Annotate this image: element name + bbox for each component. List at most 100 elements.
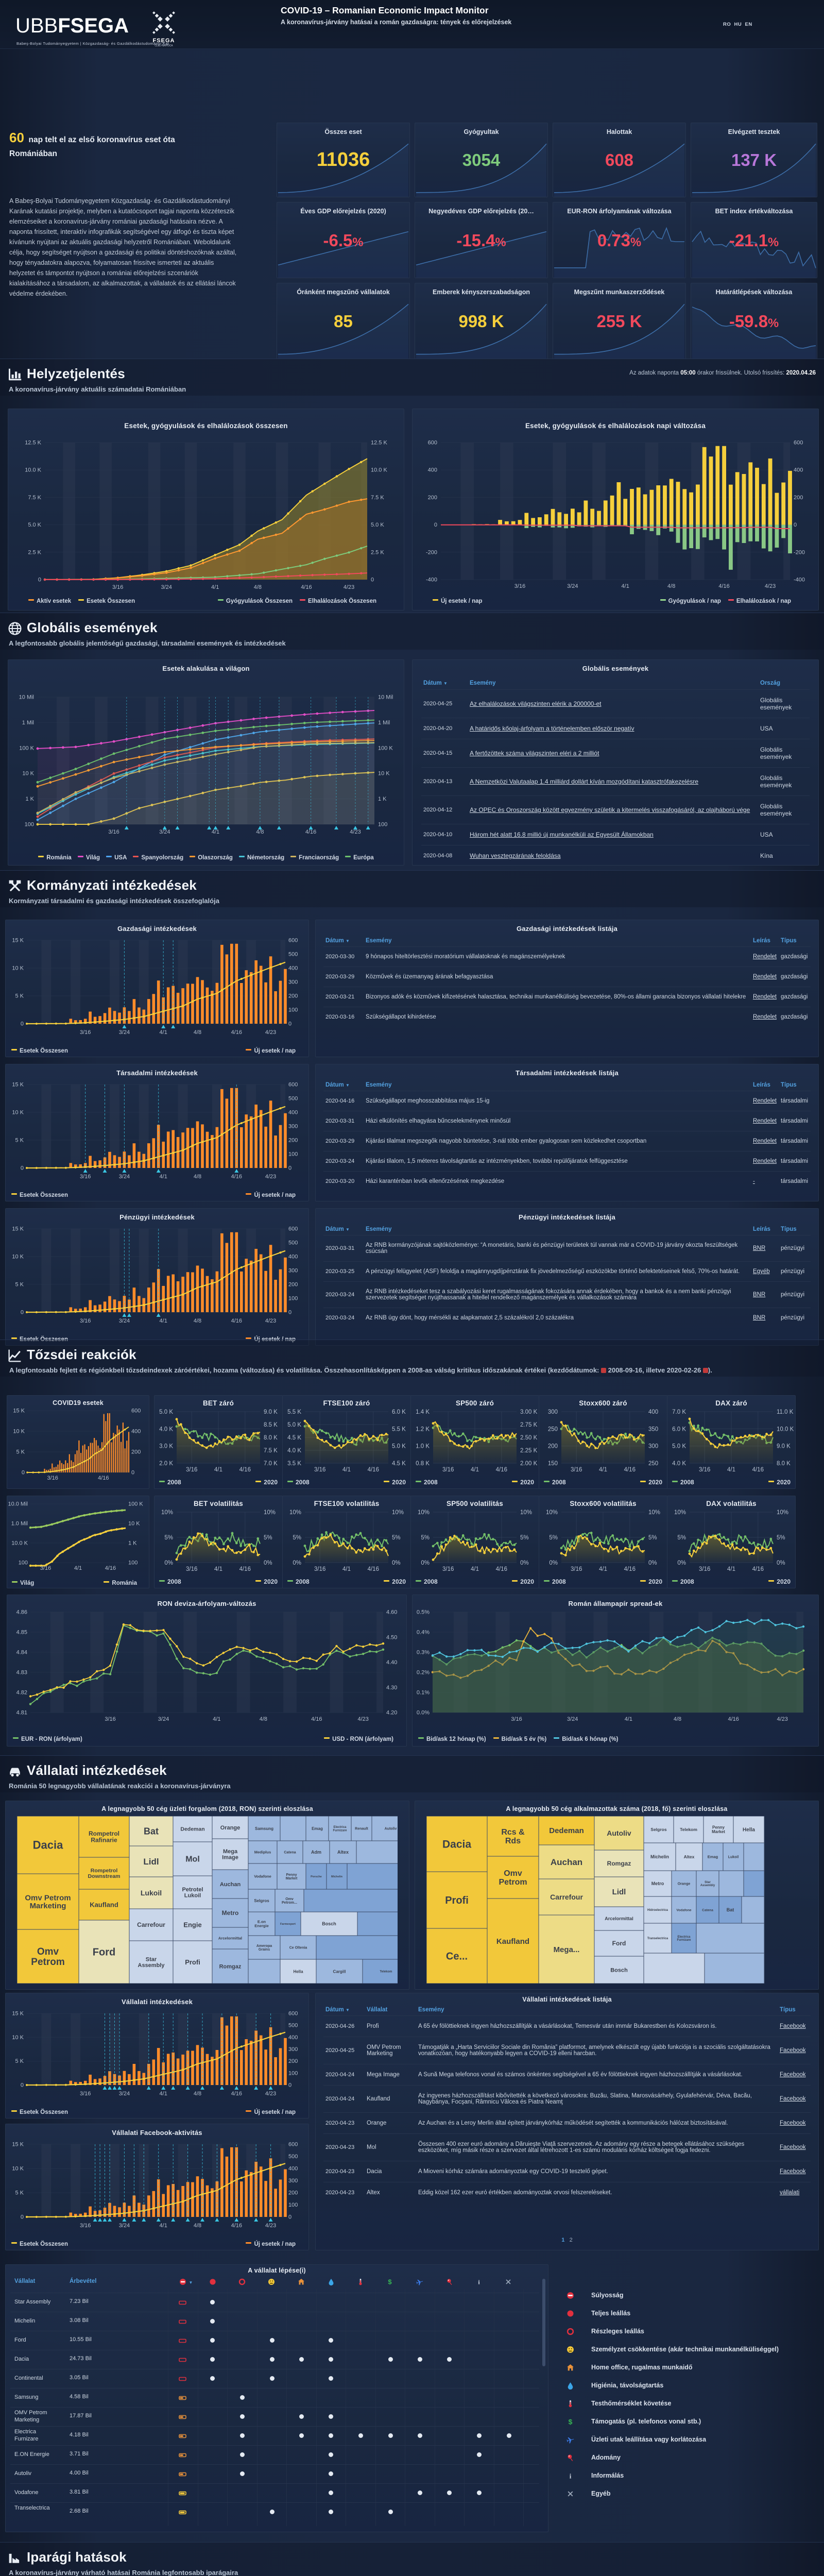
svg-text:Penny: Penny (286, 1873, 297, 1877)
svg-text:4/1: 4/1 (599, 1467, 607, 1473)
svg-text:10%: 10% (289, 1510, 301, 1516)
svg-text:200: 200 (288, 1282, 298, 1288)
svg-text:0%: 0% (677, 1560, 686, 1566)
svg-text:3/24: 3/24 (119, 1174, 130, 1180)
svg-text:5%: 5% (520, 1535, 529, 1541)
svg-text:3/16: 3/16 (571, 1467, 582, 1473)
svg-text:-200: -200 (426, 549, 437, 555)
svg-text:3/16: 3/16 (80, 1029, 91, 1036)
svg-text:Telekom: Telekom (380, 1971, 392, 1974)
svg-text:0: 0 (21, 1165, 24, 1172)
svg-text:4.5 K: 4.5 K (392, 1461, 406, 1467)
svg-text:3/16: 3/16 (314, 1467, 325, 1473)
svg-text:4/16: 4/16 (311, 1716, 322, 1722)
svg-text:0%: 0% (392, 1560, 401, 1566)
svg-text:4/1: 4/1 (160, 1029, 167, 1036)
svg-text:200: 200 (428, 495, 437, 501)
svg-text:Dacia: Dacia (442, 1838, 471, 1850)
svg-text:4/16: 4/16 (624, 1467, 636, 1473)
svg-text:200: 200 (548, 1444, 558, 1450)
svg-text:4/16: 4/16 (718, 583, 729, 589)
svg-text:0: 0 (371, 577, 374, 583)
svg-text:400: 400 (288, 1254, 298, 1260)
svg-text:2.75 K: 2.75 K (520, 1422, 538, 1428)
svg-text:4/23: 4/23 (765, 583, 776, 589)
svg-text:0: 0 (131, 1470, 134, 1476)
svg-text:Bosch: Bosch (610, 1967, 628, 1973)
svg-text:Omv: Omv (37, 1946, 59, 1957)
svg-text:3/16: 3/16 (314, 1566, 325, 1572)
svg-text:4/16: 4/16 (98, 1475, 109, 1481)
svg-text:Hidroelectrica: Hidroelectrica (647, 1909, 668, 1912)
svg-text:10 Mil: 10 Mil (19, 694, 34, 701)
svg-text:i: i (478, 2278, 480, 2285)
svg-text:5.5 K: 5.5 K (287, 1409, 301, 1415)
svg-text:12.5 K: 12.5 K (25, 440, 41, 446)
svg-text:0: 0 (288, 2082, 291, 2089)
svg-text:Hella: Hella (293, 1969, 303, 1974)
svg-text:5 K: 5 K (15, 2058, 24, 2064)
svg-text:300: 300 (288, 1268, 298, 1274)
svg-text:Catena: Catena (284, 1851, 296, 1855)
svg-text:1.0 Mil: 1.0 Mil (11, 1521, 28, 1527)
svg-text:Renault: Renault (355, 1827, 368, 1831)
svg-text:3/16: 3/16 (80, 2091, 91, 2097)
svg-text:4/16: 4/16 (752, 1566, 764, 1572)
svg-text:5 K: 5 K (15, 1282, 24, 1288)
svg-text:Ce Oltenia: Ce Oltenia (289, 1946, 307, 1950)
svg-text:3/24: 3/24 (158, 1716, 169, 1722)
svg-text:Kaufland: Kaufland (496, 1937, 529, 1946)
svg-text:4/1: 4/1 (342, 1566, 351, 1572)
svg-text:3/16: 3/16 (186, 1566, 197, 1572)
svg-text:0%: 0% (549, 1560, 558, 1566)
svg-text:500: 500 (288, 952, 298, 958)
svg-text:3/16: 3/16 (105, 1716, 115, 1722)
svg-text:4/8: 4/8 (256, 829, 264, 835)
svg-text:5%: 5% (549, 1535, 558, 1541)
svg-text:Electrica: Electrica (677, 1936, 691, 1939)
svg-text:5.0 K: 5.0 K (371, 522, 384, 528)
svg-text:7.5 K: 7.5 K (28, 495, 41, 501)
svg-text:4/1: 4/1 (727, 1566, 735, 1572)
svg-text:3/16: 3/16 (112, 584, 123, 590)
svg-text:4/23: 4/23 (265, 1174, 276, 1180)
svg-text:Selgros: Selgros (254, 1899, 269, 1903)
svg-text:4.0 K: 4.0 K (159, 1426, 173, 1432)
svg-text:400: 400 (428, 467, 437, 473)
svg-text:3/16: 3/16 (80, 1318, 91, 1324)
svg-text:$: $ (569, 2418, 573, 2426)
svg-text:4/16: 4/16 (728, 1716, 739, 1722)
svg-text:250: 250 (648, 1461, 658, 1467)
svg-text:5%: 5% (777, 1535, 785, 1541)
svg-text:3/24: 3/24 (119, 1029, 130, 1036)
svg-text:3/24: 3/24 (567, 1716, 578, 1722)
svg-text:4/8: 4/8 (260, 1716, 267, 1722)
svg-text:Star: Star (146, 1957, 157, 1963)
svg-text:4/16: 4/16 (305, 829, 316, 835)
svg-text:10%: 10% (546, 1510, 558, 1516)
svg-text:7.0 K: 7.0 K (264, 1461, 278, 1467)
svg-text:4/16: 4/16 (231, 1029, 242, 1036)
svg-text:4/16: 4/16 (368, 1566, 379, 1572)
svg-text:3.0 K: 3.0 K (159, 1444, 173, 1450)
svg-text:400: 400 (648, 1409, 658, 1415)
svg-text:4/1: 4/1 (625, 1716, 632, 1722)
svg-text:4.0 K: 4.0 K (287, 1448, 301, 1454)
svg-text:200: 200 (131, 1449, 141, 1455)
svg-text:3/24: 3/24 (159, 829, 170, 835)
svg-text:4/23: 4/23 (357, 1716, 368, 1722)
svg-text:0%: 0% (264, 1560, 272, 1566)
svg-text:600: 600 (794, 440, 803, 446)
svg-text:4/1: 4/1 (622, 583, 629, 589)
svg-text:4.20: 4.20 (386, 1710, 397, 1716)
svg-text:4/16: 4/16 (239, 1566, 251, 1572)
svg-text:300: 300 (288, 1124, 298, 1130)
svg-text:Romgaz: Romgaz (607, 1860, 631, 1867)
svg-text:2.5 K: 2.5 K (28, 549, 41, 555)
svg-text:1 Mil: 1 Mil (378, 720, 390, 726)
svg-text:0%: 0% (777, 1560, 785, 1566)
svg-text:4/23: 4/23 (265, 1029, 276, 1036)
svg-text:5.0 K: 5.0 K (159, 1409, 173, 1415)
svg-text:200: 200 (288, 993, 298, 999)
svg-text:100: 100 (128, 1560, 138, 1566)
